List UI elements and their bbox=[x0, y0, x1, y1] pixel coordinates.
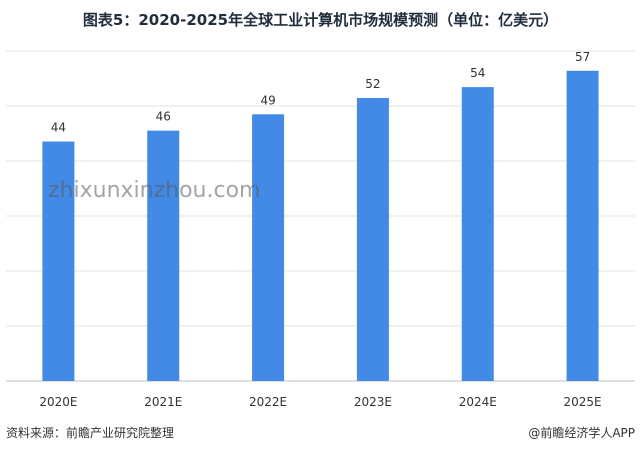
x-tick-2023E: 2023E bbox=[354, 395, 392, 409]
data-label-2020E: 44 bbox=[51, 121, 66, 135]
bar-2023E bbox=[356, 97, 389, 381]
data-label-2021E: 46 bbox=[156, 110, 171, 124]
x-tick-2022E: 2022E bbox=[249, 395, 287, 409]
x-tick-2025E: 2025E bbox=[564, 395, 602, 409]
x-tick-2021E: 2021E bbox=[144, 395, 182, 409]
credit-note: @前瞻经济学人APP bbox=[528, 426, 635, 440]
x-tick-2024E: 2024E bbox=[459, 395, 497, 409]
data-label-2023E: 52 bbox=[365, 77, 380, 91]
chart-title: 图表5：2020-2025年全球工业计算机市场规模预测（单位：亿美元） bbox=[82, 11, 559, 29]
data-label-2024E: 54 bbox=[470, 66, 485, 80]
gridlines bbox=[6, 50, 635, 382]
bar-2021E bbox=[147, 130, 180, 381]
data-label-2025E: 57 bbox=[575, 50, 590, 64]
bars bbox=[42, 70, 599, 382]
bar-2024E bbox=[461, 87, 494, 381]
bar-2020E bbox=[42, 141, 75, 381]
data-labels: 44 46 49 52 54 57 bbox=[51, 50, 590, 135]
source-note: 资料来源：前瞻产业研究院整理 bbox=[6, 426, 175, 440]
bar-2025E bbox=[566, 70, 599, 381]
x-tick-labels: 2020E 2021E 2022E 2023E 2024E 2025E bbox=[39, 395, 601, 409]
data-label-2022E: 49 bbox=[260, 93, 275, 107]
x-tick-2020E: 2020E bbox=[39, 395, 77, 409]
bar-2022E bbox=[252, 114, 285, 382]
